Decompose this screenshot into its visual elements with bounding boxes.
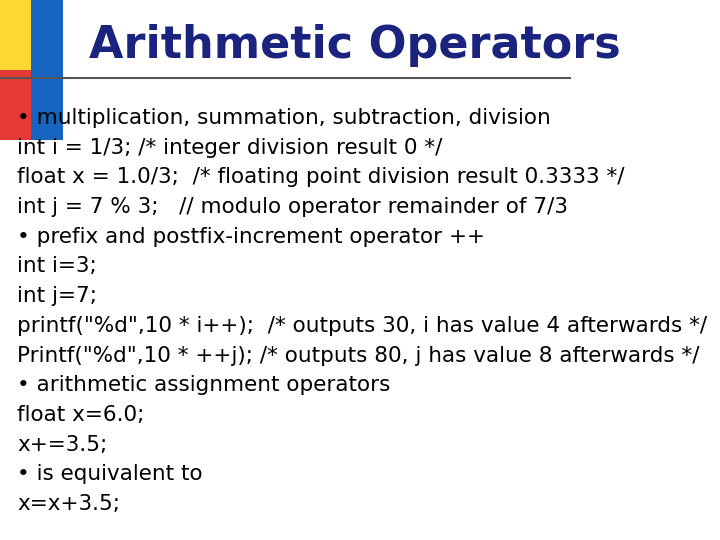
Text: int i=3;: int i=3; xyxy=(17,256,97,276)
Text: • multiplication, summation, subtraction, division: • multiplication, summation, subtraction… xyxy=(17,108,551,128)
Text: int i = 1/3; /* integer division result 0 */: int i = 1/3; /* integer division result … xyxy=(17,138,443,158)
Text: • prefix and postfix-increment operator ++: • prefix and postfix-increment operator … xyxy=(17,227,485,247)
Text: • arithmetic assignment operators: • arithmetic assignment operators xyxy=(17,375,390,395)
Text: int j = 7 % 3;   // modulo operator remainder of 7/3: int j = 7 % 3; // modulo operator remain… xyxy=(17,197,568,217)
Text: x+=3.5;: x+=3.5; xyxy=(17,435,107,455)
Text: Printf("%d",10 * ++j); /* outputs 80, j has value 8 afterwards */: Printf("%d",10 * ++j); /* outputs 80, j … xyxy=(17,346,700,366)
Text: int j=7;: int j=7; xyxy=(17,286,97,306)
FancyBboxPatch shape xyxy=(32,0,63,70)
Text: printf("%d",10 * i++);  /* outputs 30, i has value 4 afterwards */: printf("%d",10 * i++); /* outputs 30, i … xyxy=(17,316,707,336)
Text: • is equivalent to: • is equivalent to xyxy=(17,464,203,484)
FancyBboxPatch shape xyxy=(0,70,32,140)
Text: x=x+3.5;: x=x+3.5; xyxy=(17,494,120,514)
Text: float x=6.0;: float x=6.0; xyxy=(17,405,145,425)
FancyBboxPatch shape xyxy=(32,70,63,140)
Text: Arithmetic Operators: Arithmetic Operators xyxy=(89,24,620,68)
Text: float x = 1.0/3;  /* floating point division result 0.3333 */: float x = 1.0/3; /* floating point divis… xyxy=(17,167,625,187)
FancyBboxPatch shape xyxy=(0,0,32,70)
